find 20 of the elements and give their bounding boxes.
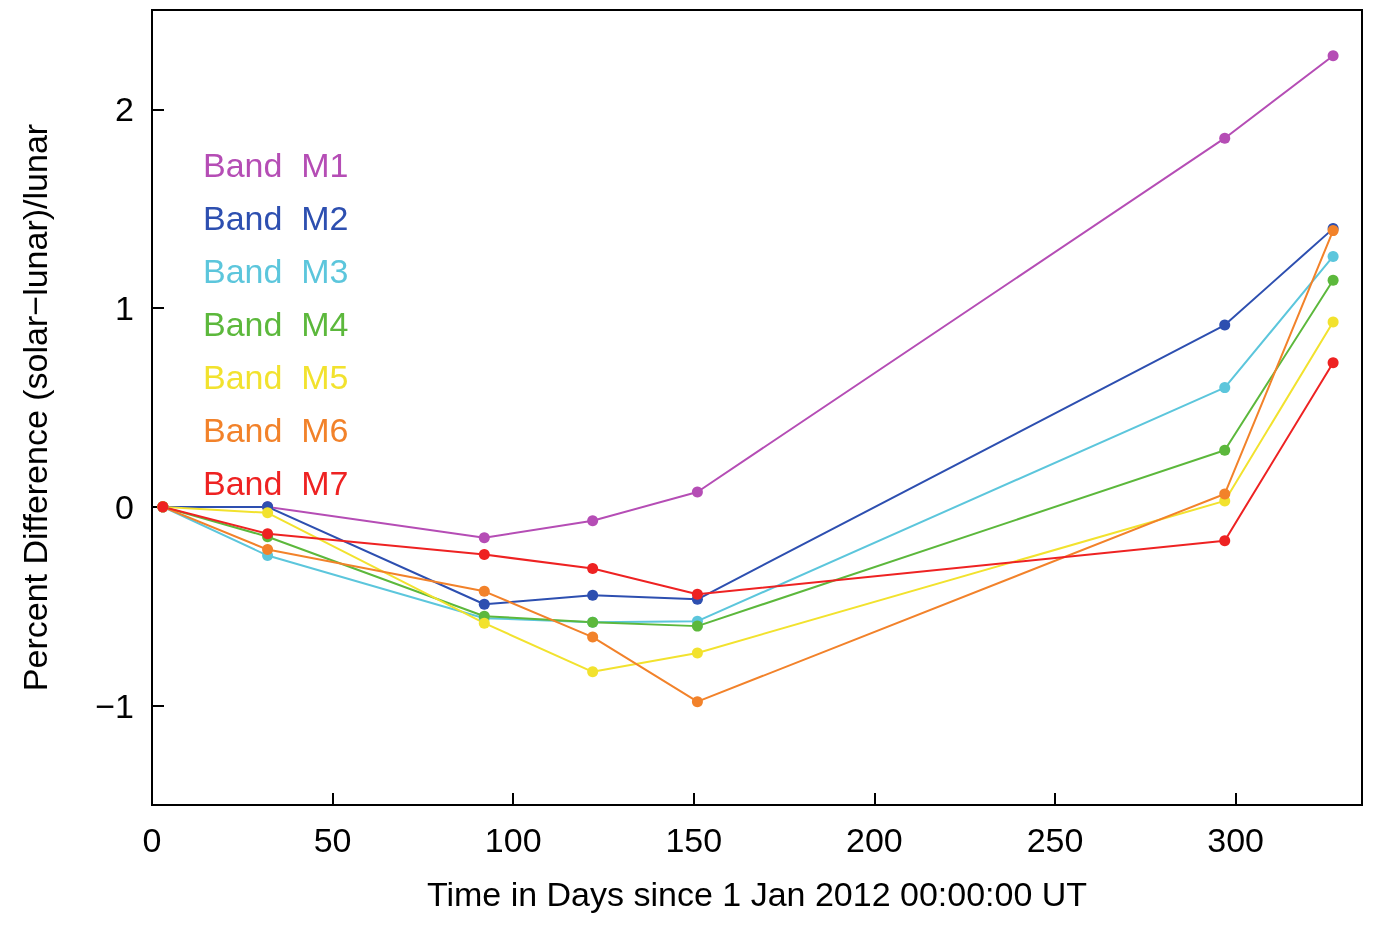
x-tick-label: 50 bbox=[313, 821, 352, 859]
x-tick-label: 150 bbox=[665, 821, 723, 859]
text: Band M4 bbox=[203, 305, 349, 343]
x-tick-label: 300 bbox=[1207, 821, 1264, 859]
text: Band M1 bbox=[203, 146, 349, 184]
y-axis-title: Percent Difference (solar−lunar)/lunar bbox=[16, 123, 54, 692]
y-tick-label: 2 bbox=[115, 90, 134, 129]
x-tick-label: 250 bbox=[1026, 821, 1084, 859]
text: Band M3 bbox=[203, 252, 349, 290]
y-tick-label: 1 bbox=[115, 289, 134, 328]
y-tick-label: 0 bbox=[115, 487, 134, 526]
y-tick-label: −1 bbox=[95, 686, 134, 725]
x-tick-label: 0 bbox=[142, 821, 162, 859]
text: Band M2 bbox=[203, 199, 349, 237]
x-tick-label: 100 bbox=[484, 821, 542, 859]
series-label: Band M6 bbox=[203, 411, 349, 449]
text: Band M5 bbox=[203, 358, 349, 396]
x-axis-title: Time in Days since 1 Jan 2012 00:00:00 UT bbox=[426, 875, 1088, 913]
series-label: Band M7 bbox=[203, 464, 349, 502]
x-tick-label: 200 bbox=[846, 821, 903, 859]
